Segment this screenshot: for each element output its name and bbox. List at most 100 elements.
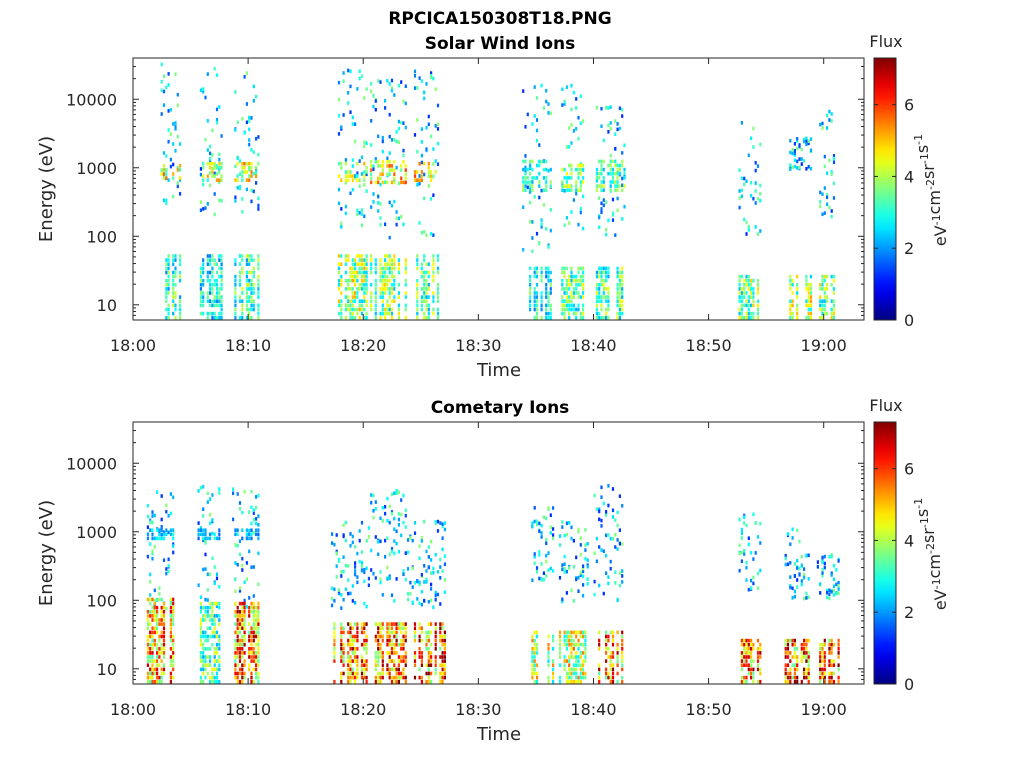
spectrogram-cell [393,160,396,164]
spectrogram-cell [750,551,753,555]
spectrogram-cell [165,270,168,275]
spectrogram-cell [793,651,796,655]
spectrogram-cell [616,291,619,295]
spectrogram-cell [443,647,446,651]
spectrogram-cell [340,178,343,182]
spectrogram-cell [611,675,615,680]
spectrogram-cell [443,562,446,567]
spectrogram-cell [160,517,163,522]
spectrogram-cell [160,597,163,602]
spectrogram-cell [618,283,621,287]
spectrogram-cell [579,536,582,540]
spectrogram-cell [365,311,368,316]
spectrogram-cell [533,642,536,647]
spectrogram-cell [402,622,405,626]
spectrogram-cell [204,137,207,142]
spectrogram-cell [570,167,573,172]
spectrogram-cell [823,186,826,190]
spectrogram-cell [218,642,221,647]
spectrogram-cell [582,583,585,587]
spectrogram-cell [533,506,536,510]
spectrogram-cell [531,188,534,192]
spectrogram-cell [386,638,389,643]
spectrogram-cell [745,303,748,308]
spectrogram-cell [354,299,357,303]
spectrogram-cell [337,80,341,85]
spectrogram-cell [340,574,343,578]
spectrogram-cell [602,270,605,275]
spectrogram-cell [611,634,615,639]
spectrogram-cell [172,495,175,500]
spectrogram-cell [209,159,212,163]
spectrogram-cell [800,659,803,663]
spectrogram-cell [370,143,373,147]
spectrogram-cell [614,545,617,549]
spectrogram-cell [558,651,562,655]
spectrogram-cell [393,138,396,142]
spectrogram-cell [547,299,550,303]
spectrogram-cell [358,211,361,215]
spectrogram-cell [434,593,437,598]
spectrogram-cell [354,174,357,178]
spectrogram-cell [441,667,444,672]
spectrogram-cell [616,523,619,528]
spectrogram-cell [386,274,389,279]
spectrogram-cell [577,167,580,172]
spectrogram-cell [248,119,251,124]
spectrogram-cell [257,638,260,643]
spectrogram-cell [609,559,612,564]
spectrogram-cell [579,167,582,172]
spectrogram-cell [618,167,621,172]
spectrogram-cell [333,622,336,626]
spectrogram-cell [563,99,566,104]
spectrogram-cell [404,180,407,185]
spectrogram-cell [374,287,377,291]
spectrogram-cell [149,647,152,651]
spectrogram-cell [156,655,159,659]
spectrogram-cell [798,157,801,161]
spectrogram-cell [257,274,260,279]
spectrogram-cell [540,225,543,229]
spectrogram-cell [349,287,352,291]
colorbar-tick-label: 6 [904,96,914,115]
spectrogram-cell [354,266,357,271]
spectrogram-cell [213,258,216,262]
spectrogram-cell [393,679,396,684]
spectrogram-cell [377,638,380,643]
spectrogram-cell [248,161,251,166]
spectrogram-cell [374,278,377,283]
spectrogram-cell [738,543,741,548]
spectrogram-cell [756,655,760,659]
spectrogram-cell [360,655,364,659]
spectrogram-cell [149,679,152,684]
spectrogram-cell [621,159,624,164]
spectrogram-cell [335,575,338,579]
spectrogram-cell [356,647,359,651]
spectrogram-cell [793,655,796,659]
spectrogram-cell [374,283,377,287]
spectrogram-cell [602,501,605,506]
spectrogram-cell [621,270,624,275]
spectrogram-cell [602,188,605,192]
spectrogram-cell [241,210,244,214]
spectrogram-cell [390,164,394,168]
spectrogram-cell [255,630,258,635]
spectrogram-cell [386,671,389,676]
spectrogram-cell [784,553,787,558]
spectrogram-cell [577,266,580,271]
spectrogram-cell [360,278,364,283]
spectrogram-cell [365,315,368,320]
spectrogram-cell [172,258,175,262]
spectrogram-cell [337,174,341,178]
spectrogram-cell [605,634,608,639]
spectrogram-cell [363,570,366,575]
spectrogram-cell [402,148,405,153]
spectrogram-cell [248,315,251,320]
spectrogram-cell [248,651,251,655]
spectrogram-cell [211,493,214,497]
spectrogram-cell [577,529,580,534]
spectrogram-cell [547,634,550,639]
spectrogram-cell [384,258,387,262]
spectrogram-cell [538,171,541,176]
spectrogram-cell [595,287,598,291]
